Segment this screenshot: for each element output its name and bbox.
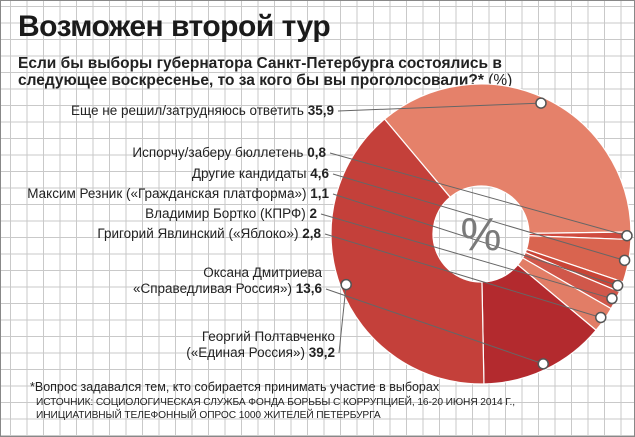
chart-subtitle: Если бы выборы губернатора Санкт-Петербу… <box>18 55 578 89</box>
label-name: Оксана Дмитриева <box>203 265 322 280</box>
donut-slices <box>330 83 632 385</box>
label-text: «Справедливая Россия») <box>132 281 292 296</box>
label-text: Еще не решил/затрудняюсь ответить <box>71 103 304 118</box>
label-text: Владимир Бортко (КПРФ) <box>145 206 306 221</box>
slice-7 <box>330 118 485 385</box>
center-percent-label: % <box>461 208 502 260</box>
leader-dot-2 <box>618 254 631 267</box>
slice-6 <box>481 263 597 385</box>
leader-dot-3 <box>611 279 624 292</box>
label-text: Испорчу/заберу бюллетень <box>132 145 304 160</box>
label-yavlinsky: Григорий Явлинский («Яблоко») 2,8 <box>97 226 321 242</box>
leader-line-5 <box>324 233 601 318</box>
leader-dot-5 <box>595 311 607 324</box>
label-other-candidates: Другие кандидаты 4,6 <box>192 166 329 182</box>
label-spoil-ballot: Испорчу/заберу бюллетень 0,8 <box>132 145 326 161</box>
label-value: 13,6 <box>295 281 322 296</box>
label-value: 35,9 <box>307 103 334 118</box>
label-value: 39,2 <box>308 345 335 360</box>
source-line-2: ИНИЦИАТИВНЫЙ ТЕЛЕФОННЫЙ ОПРОС 1000 ЖИТЕЛ… <box>36 410 381 421</box>
leader-line-6 <box>325 288 544 365</box>
label-text: Максим Резник («Гражданская платформа») <box>27 186 307 201</box>
leader-line-1 <box>329 152 628 237</box>
label-poltavchenko: Георгий Полтавченко («Единая Россия») 39… <box>186 329 335 361</box>
leader-dot-1 <box>621 229 633 242</box>
label-dmitrieva: Оксана Дмитриева «Справедливая Россия») … <box>133 265 322 297</box>
leader-dot-4 <box>606 292 618 305</box>
label-value: 0,8 <box>307 145 326 160</box>
leader-line-2 <box>332 173 625 261</box>
label-value: 4,6 <box>310 166 329 181</box>
leader-line-4 <box>320 213 613 300</box>
footnote: *Вопрос задавался тем, кто собирается пр… <box>30 380 440 394</box>
leader-dot-7 <box>340 278 352 291</box>
slice-0 <box>383 83 632 234</box>
leader-line-7 <box>338 284 347 354</box>
question-text: Если бы выборы губернатора Санкт-Петербу… <box>18 55 502 89</box>
chart-title: Возможен второй тур <box>18 10 331 43</box>
leader-dot-0 <box>535 97 547 109</box>
leader-line-0 <box>337 102 542 112</box>
label-value: 2 <box>309 206 317 221</box>
leader-dot-6 <box>537 358 549 370</box>
label-text: Другие кандидаты <box>191 166 307 181</box>
label-bortko: Владимир Бортко (КПРФ) 2 <box>145 206 317 222</box>
leader-line-3 <box>332 193 618 286</box>
label-text: Григорий Явлинский («Яблоко») <box>97 226 299 241</box>
label-text: («Единая Россия») <box>186 345 305 360</box>
leader-lines <box>320 97 633 370</box>
label-value: 2,8 <box>302 226 321 241</box>
label-value: 1,1 <box>310 186 329 201</box>
label-name: Георгий Полтавченко <box>201 329 335 344</box>
label-undecided: Еще не решил/затрудняюсь ответить 35,9 <box>71 103 334 119</box>
label-reznik: Максим Резник («Гражданская платформа») … <box>27 186 329 202</box>
source-line-1: ИСТОЧНИК: СОЦИОЛОГИЧЕСКАЯ СЛУЖБА ФОНДА Б… <box>36 397 515 408</box>
